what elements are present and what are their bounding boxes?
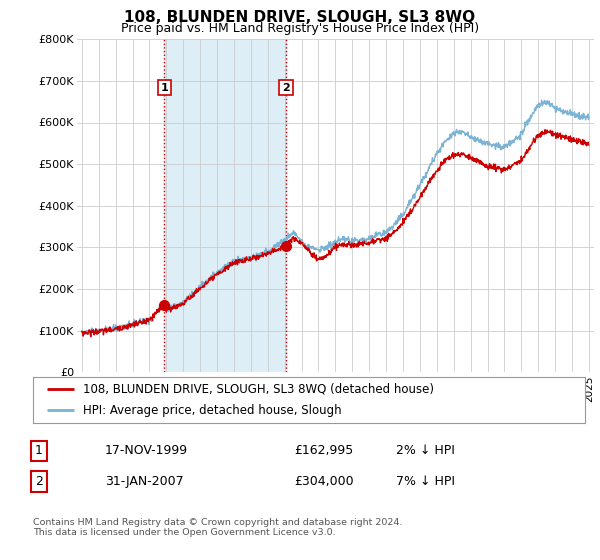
Text: Contains HM Land Registry data © Crown copyright and database right 2024.
This d: Contains HM Land Registry data © Crown c… bbox=[33, 518, 403, 538]
Text: 1: 1 bbox=[160, 82, 168, 92]
Text: 108, BLUNDEN DRIVE, SLOUGH, SL3 8WQ (detached house): 108, BLUNDEN DRIVE, SLOUGH, SL3 8WQ (det… bbox=[83, 383, 434, 396]
Text: 7% ↓ HPI: 7% ↓ HPI bbox=[396, 475, 455, 488]
Text: 17-NOV-1999: 17-NOV-1999 bbox=[105, 444, 188, 458]
Text: 2% ↓ HPI: 2% ↓ HPI bbox=[396, 444, 455, 458]
Text: 2: 2 bbox=[282, 82, 290, 92]
Text: 2: 2 bbox=[35, 475, 43, 488]
Text: 31-JAN-2007: 31-JAN-2007 bbox=[105, 475, 184, 488]
Text: £304,000: £304,000 bbox=[294, 475, 353, 488]
Text: HPI: Average price, detached house, Slough: HPI: Average price, detached house, Slou… bbox=[83, 404, 341, 417]
Bar bbox=[164, 39, 286, 372]
Text: 1: 1 bbox=[35, 444, 43, 458]
Text: £162,995: £162,995 bbox=[294, 444, 353, 458]
Text: 108, BLUNDEN DRIVE, SLOUGH, SL3 8WQ: 108, BLUNDEN DRIVE, SLOUGH, SL3 8WQ bbox=[124, 10, 476, 25]
Text: Price paid vs. HM Land Registry's House Price Index (HPI): Price paid vs. HM Land Registry's House … bbox=[121, 22, 479, 35]
